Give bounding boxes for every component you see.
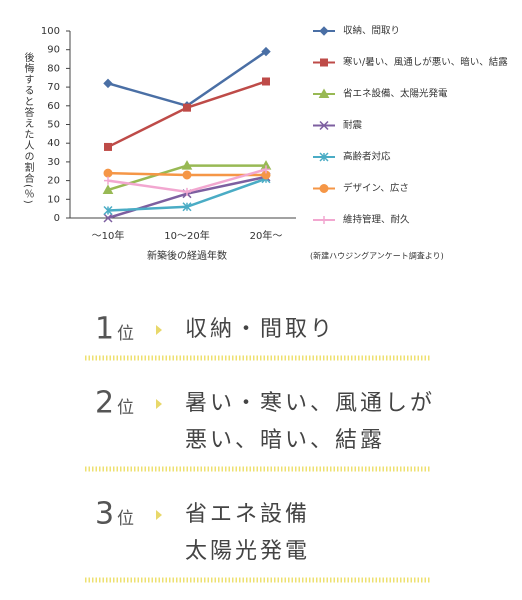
legend-label: 維持管理、耐久 [343, 214, 410, 226]
legend-label: 耐震 [343, 119, 363, 131]
y-tick-label: 0 [54, 213, 60, 224]
y-tick-label: 80 [47, 63, 60, 74]
rank-suffix: 位 [117, 324, 134, 344]
data-point [104, 176, 112, 185]
data-point [181, 160, 193, 170]
y-tick-label: 20 [47, 176, 60, 187]
data-point [102, 184, 114, 194]
data-point [182, 170, 192, 180]
legend-label: 寒い/暑い、風通しが悪い、暗い、結露 [343, 56, 508, 68]
x-tick-label: 20年～ [250, 229, 283, 242]
legend-marker [319, 26, 329, 36]
rank-text: 収納・間取り [185, 317, 335, 342]
data-point [104, 142, 112, 151]
legend-label: 省エネ設備、太陽光発電 [343, 88, 448, 100]
legend-marker [319, 184, 329, 193]
y-tick-label: 10 [47, 194, 60, 205]
y-tick-label: 100 [41, 26, 60, 37]
rank-text: 悪い、暗い、結露 [185, 428, 385, 453]
legend-label: 収納、間取り [343, 25, 400, 37]
data-point [103, 205, 113, 216]
x-axis-label: 新築後の経過年数 [147, 249, 227, 262]
bullet-arrow [156, 510, 162, 520]
rank-number: 3 [95, 497, 114, 532]
data-point [182, 202, 192, 212]
source-note: (新建ハウジングアンケート調査より) [310, 251, 444, 261]
rank-text: 暑い・寒い、風通しが [185, 391, 435, 416]
bullet-arrow [156, 325, 162, 335]
rank-number: 2 [95, 386, 114, 421]
rank-text: 太陽光発電 [185, 539, 310, 564]
data-point [262, 77, 270, 86]
legend-marker [318, 88, 330, 98]
legend-marker [319, 152, 329, 162]
y-tick-label: 40 [47, 138, 60, 149]
data-point [183, 187, 191, 196]
data-point [261, 46, 271, 57]
legend-marker [320, 58, 328, 67]
data-point [103, 78, 113, 89]
data-point [103, 168, 113, 178]
data-point [183, 103, 191, 112]
x-tick-label: ～10年 [92, 229, 125, 242]
rank-number: 1 [95, 312, 114, 347]
x-tick-label: 10～20年 [164, 229, 209, 242]
y-axis-label: 後悔すると答えた人の割合(％) [22, 51, 34, 205]
rank-suffix: 位 [117, 509, 134, 529]
y-tick-label: 50 [47, 120, 60, 131]
legend-label: 高齢者対応 [343, 151, 391, 163]
legend-label: デザイン、広さ [343, 182, 409, 194]
rank-text: 省エネ設備 [185, 502, 310, 527]
data-point [262, 165, 270, 174]
data-point [103, 213, 113, 223]
bullet-arrow [156, 399, 162, 409]
series-line [107, 50, 267, 108]
rank-suffix: 位 [117, 398, 134, 418]
legend-marker [319, 120, 329, 131]
y-tick-label: 30 [47, 157, 60, 168]
legend-marker [320, 216, 328, 224]
y-tick-label: 60 [47, 101, 60, 112]
y-tick-label: 70 [47, 82, 60, 93]
y-tick-label: 90 [47, 45, 60, 56]
